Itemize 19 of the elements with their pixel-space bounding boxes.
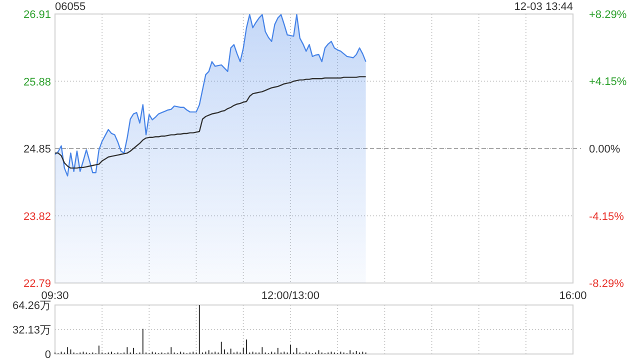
y-tick-label: 24.85 bbox=[23, 144, 51, 156]
y-tick-label: 26.91 bbox=[23, 9, 51, 21]
y-tick-label: 22.79 bbox=[23, 278, 51, 290]
y2-tick-label: 0.00% bbox=[589, 144, 620, 156]
text: 12-03 13:44 bbox=[514, 1, 573, 13]
y-tick-label: 23.82 bbox=[23, 210, 51, 223]
y-tick-label: 32.13万 bbox=[12, 324, 51, 336]
y2-tick-label: +4.15% bbox=[589, 76, 627, 88]
x-tick-label: 09:30 bbox=[41, 290, 69, 302]
y-tick-label: 0 bbox=[44, 349, 51, 360]
x-tick-label: 12:00/13:00 bbox=[261, 290, 320, 302]
y-tick-label: 64.26万 bbox=[12, 300, 51, 312]
x-tick-label: 16:00 bbox=[559, 290, 587, 302]
line-series bbox=[54, 76, 366, 169]
y2-tick-label: +8.29% bbox=[589, 9, 627, 21]
y2-tick-label: -8.29% bbox=[589, 278, 624, 290]
y2-tick-label: -4.15% bbox=[589, 210, 624, 223]
chart-title: 06055 bbox=[55, 1, 86, 13]
y-tick-label: 25.88 bbox=[23, 76, 51, 88]
